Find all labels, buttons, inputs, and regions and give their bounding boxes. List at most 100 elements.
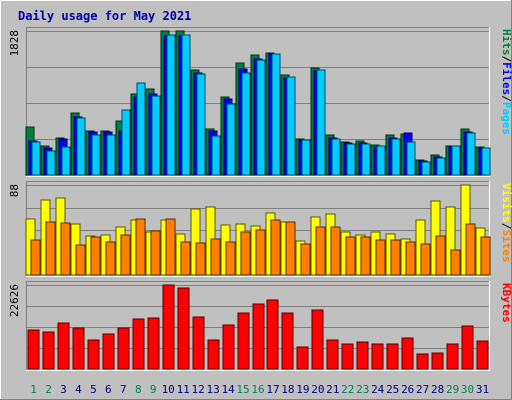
bar-sites-day-16 (255, 229, 266, 276)
bar-pages-day-19 (301, 139, 311, 176)
legend-entry-kbytes: KBytes (500, 283, 512, 323)
panel-kbytes-ymax-label: 22626 (8, 284, 21, 317)
x-tick-label-1: 1 (30, 383, 37, 396)
bar-pages-day-27 (421, 161, 431, 176)
bar-sites-day-18 (285, 221, 296, 276)
bar-kbytes-day-24 (371, 343, 384, 370)
bar-kbytes-day-14 (222, 324, 235, 370)
bar-kbytes-day-13 (207, 339, 220, 370)
bar-kbytes-day-22 (341, 343, 354, 370)
bar-kbytes-day-16 (252, 303, 265, 370)
x-tick-label-29: 29 (446, 383, 459, 396)
bar-sites-day-22 (345, 236, 356, 276)
legend-entry-hits: Hits (500, 29, 512, 56)
x-tick-label-21: 21 (326, 383, 339, 396)
x-tick-label-25: 25 (386, 383, 399, 396)
bar-sites-day-15 (240, 231, 251, 276)
bar-pages-day-11 (181, 34, 191, 176)
bar-sites-day-26 (405, 241, 416, 276)
bar-sites-day-4 (75, 244, 86, 276)
legend-entry-visits: Visits (500, 183, 512, 223)
bar-kbytes-day-20 (311, 309, 324, 370)
x-tick-label-17: 17 (266, 383, 279, 396)
x-tick-label-10: 10 (162, 383, 175, 396)
bar-kbytes-day-19 (296, 346, 309, 370)
bar-kbytes-day-23 (356, 341, 369, 370)
bar-pages-day-25 (391, 138, 401, 176)
bar-kbytes-day-18 (281, 312, 294, 370)
bar-sites-day-8 (135, 218, 146, 276)
bar-sites-day-17 (270, 219, 281, 276)
bar-pages-day-15 (241, 72, 251, 176)
x-tick-label-16: 16 (251, 383, 264, 396)
bar-pages-day-29 (451, 145, 461, 176)
bar-sites-day-24 (375, 239, 386, 276)
bar-kbytes-day-25 (386, 343, 399, 370)
bar-pages-day-20 (316, 69, 326, 176)
bar-pages-day-26 (406, 141, 416, 176)
bar-sites-day-5 (90, 236, 101, 276)
bar-sites-day-23 (360, 236, 371, 276)
bar-kbytes-day-10 (162, 284, 175, 370)
bar-kbytes-day-27 (416, 353, 429, 370)
bar-pages-day-12 (196, 73, 206, 176)
x-tick-label-22: 22 (341, 383, 354, 396)
bar-kbytes-day-12 (192, 316, 205, 370)
x-tick-label-27: 27 (416, 383, 429, 396)
bar-kbytes-day-21 (326, 339, 339, 370)
x-tick-label-15: 15 (236, 383, 249, 396)
bar-pages-day-16 (256, 59, 266, 176)
bar-pages-day-21 (331, 138, 341, 176)
panel-visits-ymax-label: 88 (8, 184, 21, 197)
x-tick-label-2: 2 (45, 383, 52, 396)
bar-sites-day-11 (180, 241, 191, 276)
bar-kbytes-day-3 (57, 322, 70, 370)
bar-sites-day-28 (435, 235, 446, 276)
bar-pages-day-9 (151, 95, 161, 176)
bar-sites-day-21 (330, 226, 341, 276)
x-axis-labels: 1 2 3 4 5 6 7 8 9 10 11 12 13 14 15 16 17 18 19 20 21 22 23 24 2… (30, 383, 489, 396)
bar-sites-day-31 (480, 236, 491, 276)
bar-pages-day-2 (46, 150, 56, 176)
bar-pages-day-14 (226, 103, 236, 176)
bar-kbytes-day-5 (87, 339, 100, 370)
x-tick-label-20: 20 (311, 383, 324, 396)
panel-hits: 1828 Hits/Files/Pages (8, 27, 512, 177)
bar-sites-day-12 (195, 242, 206, 276)
panel-kbytes-legend: KBytes (500, 283, 512, 323)
bar-sites-day-14 (225, 241, 236, 276)
panel-hits-ymax-label: 1828 (8, 30, 21, 57)
panel-visits: 88 Visits/Sites (8, 181, 512, 277)
panel-kbytes: 22626 KBytes (8, 281, 512, 371)
panel-visits-legend: Visits/Sites (500, 183, 512, 263)
x-tick-label-19: 19 (296, 383, 309, 396)
x-tick-label-7: 7 (120, 383, 127, 396)
bar-kbytes-day-15 (237, 312, 250, 370)
legend-separator: / (500, 95, 512, 102)
bar-kbytes-day-2 (42, 331, 55, 370)
x-tick-label-9: 9 (150, 383, 157, 396)
bar-pages-day-1 (31, 141, 41, 176)
bar-kbytes-day-11 (177, 287, 190, 370)
bar-sites-day-25 (390, 239, 401, 276)
bar-pages-day-22 (346, 143, 356, 176)
bar-kbytes-day-29 (446, 343, 459, 370)
bar-sites-day-1 (30, 239, 41, 276)
bar-pages-day-31 (481, 147, 491, 176)
bar-pages-day-10 (166, 34, 176, 176)
x-tick-label-12: 12 (191, 383, 204, 396)
bar-sites-day-2 (45, 221, 56, 276)
bar-sites-day-9 (150, 230, 161, 276)
bar-kbytes-day-17 (266, 299, 279, 370)
x-tick-label-23: 23 (356, 383, 369, 396)
bar-kbytes-day-6 (102, 333, 115, 370)
bar-sites-day-3 (60, 222, 71, 276)
bar-sites-day-19 (300, 243, 311, 276)
legend-entry-pages: Pages (500, 102, 512, 135)
x-tick-label-14: 14 (221, 383, 235, 396)
bar-pages-day-8 (136, 82, 146, 176)
bar-kbytes-day-28 (431, 352, 444, 370)
x-tick-label-28: 28 (431, 383, 444, 396)
bar-pages-day-28 (436, 157, 446, 176)
bar-sites-day-20 (315, 226, 326, 276)
